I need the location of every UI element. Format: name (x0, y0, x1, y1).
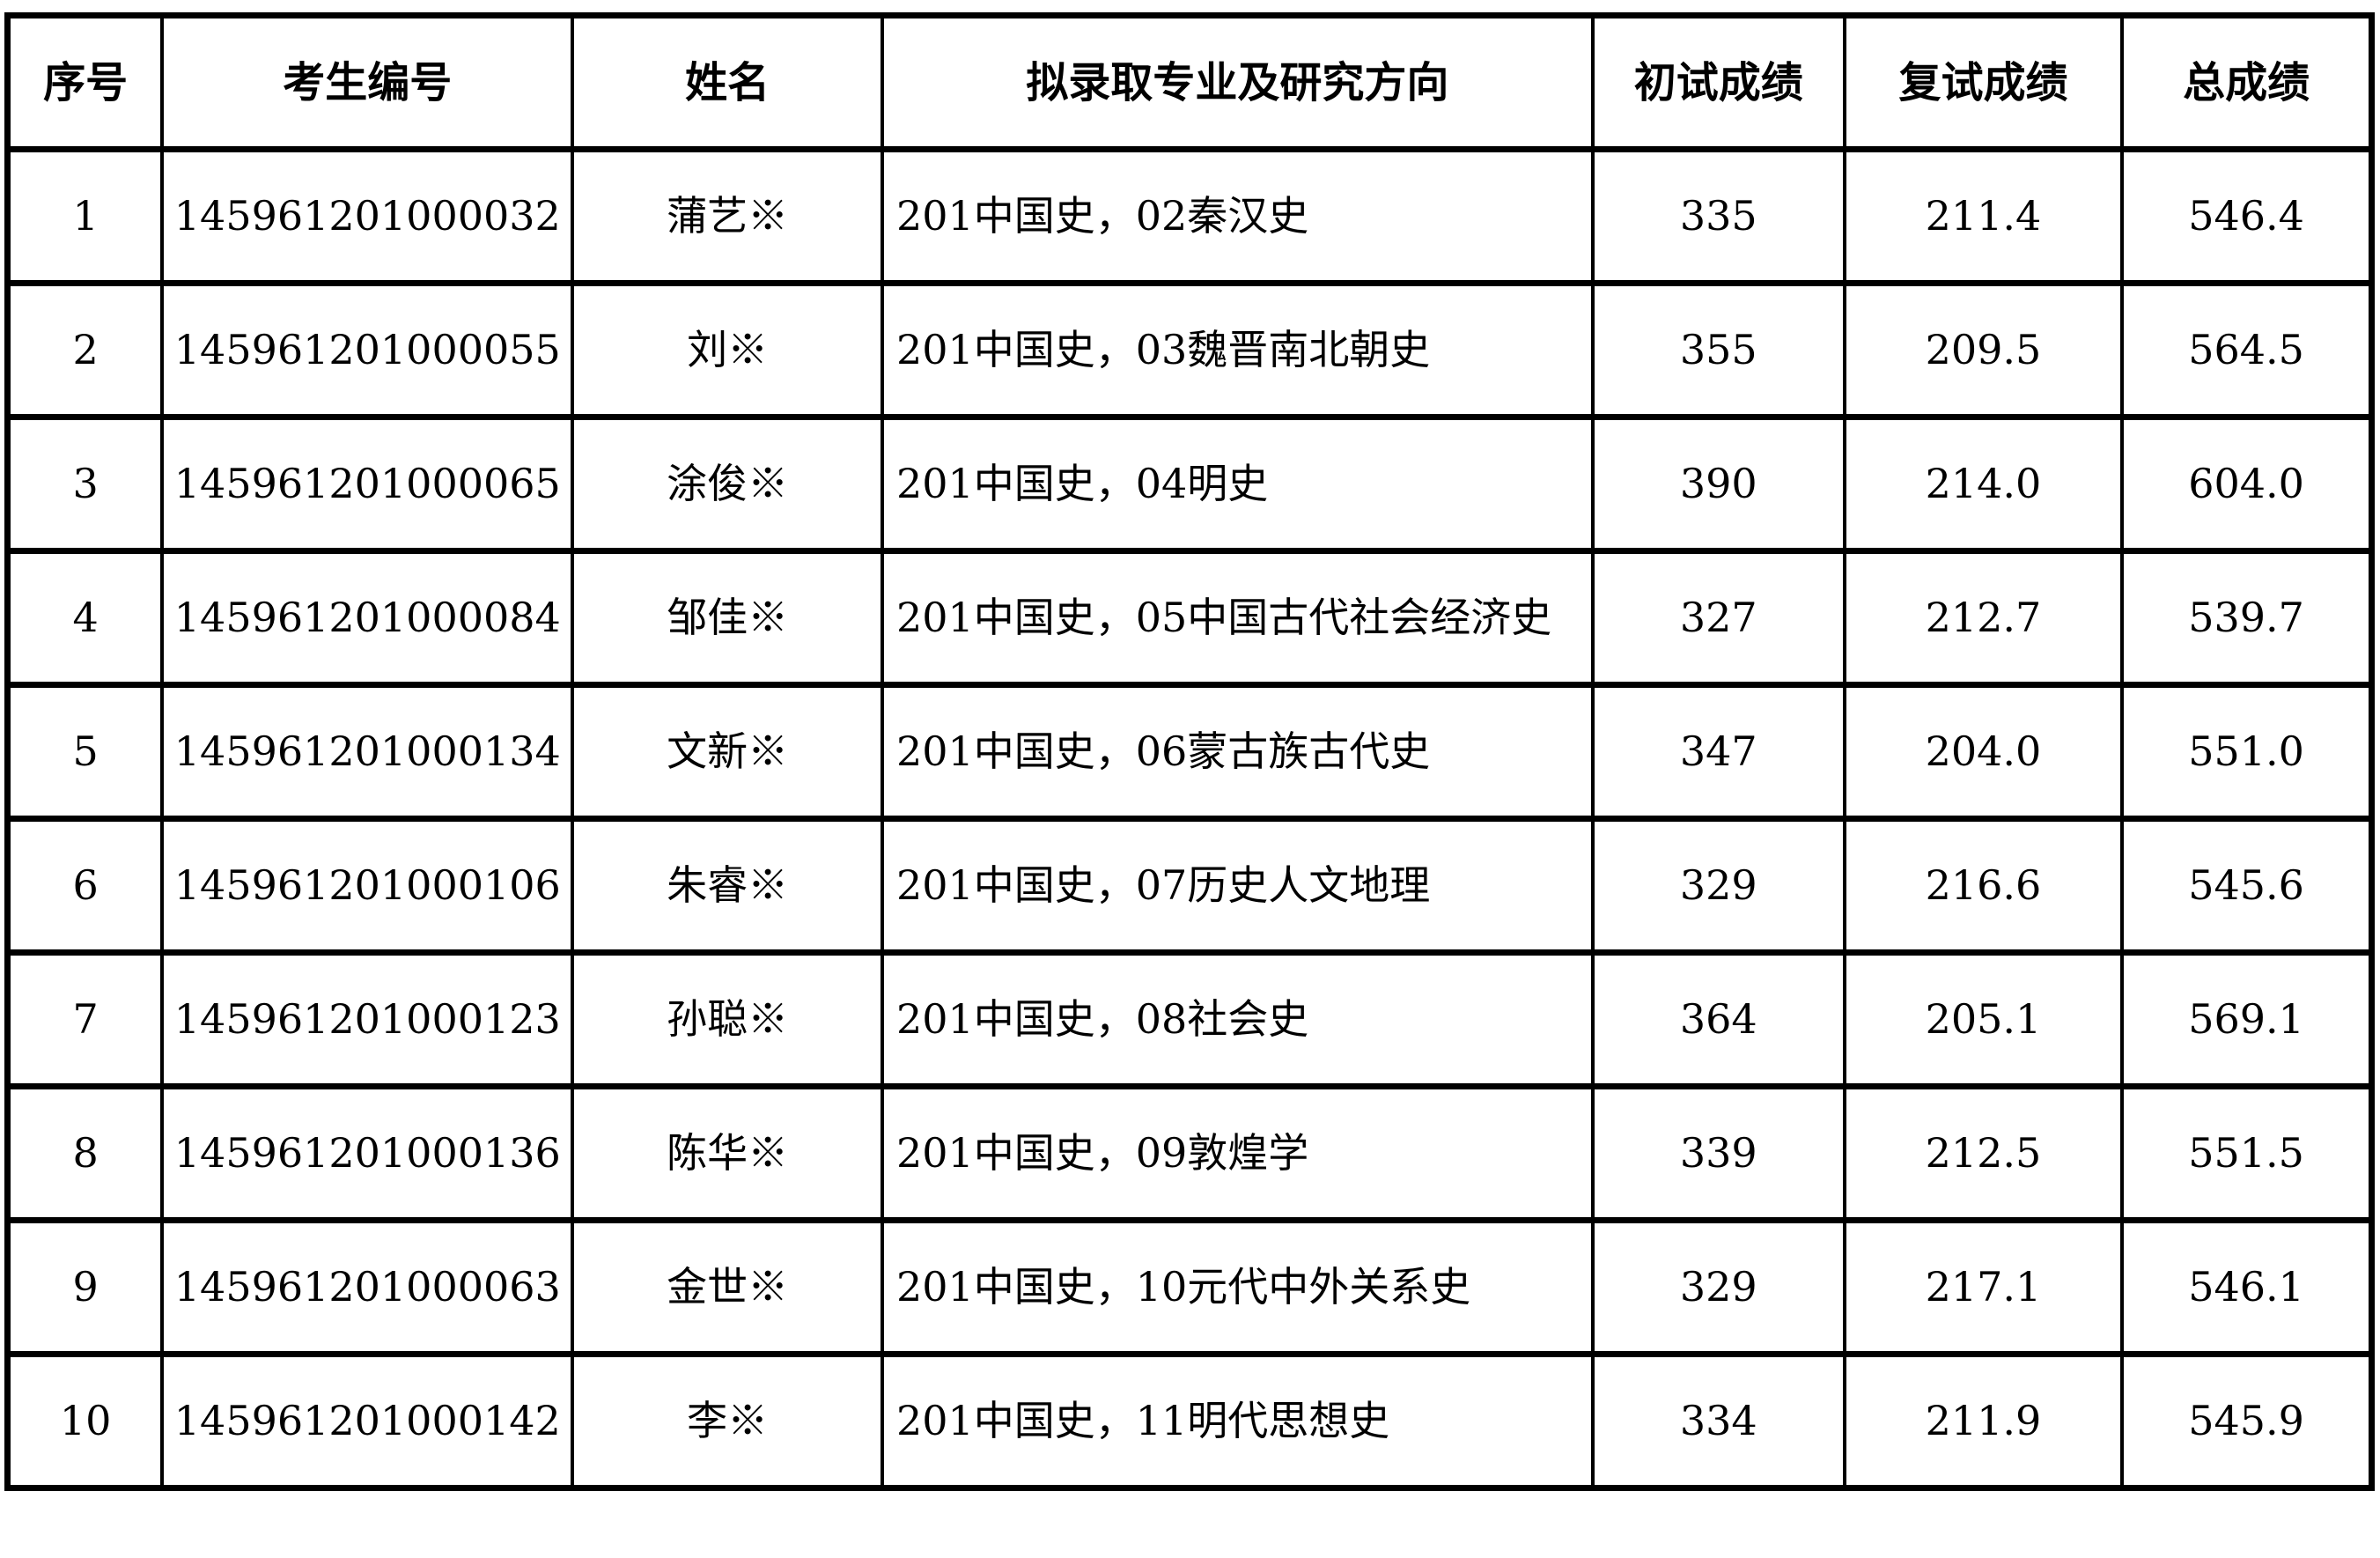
header-cell: 拟录取专业及研究方向 (880, 12, 1595, 152)
table-cell: 涂俊※ (571, 414, 884, 554)
table-cell: 201中国史，05中国古代社会经济史 (880, 548, 1595, 688)
table-cell: 205.1 (1842, 949, 2125, 1089)
table-cell: 216.6 (1842, 816, 2125, 956)
table-row: 5 145961201000134 文新※ 201中国史，06蒙古族古代史 347 204… (5, 682, 2374, 822)
table-cell: 145961201000084 (160, 548, 575, 688)
table-cell: 2 (5, 280, 165, 420)
table-cell: 4 (5, 548, 165, 688)
header-row: 序号 考生编号 姓名 拟录取专业及研究方向 初试成绩 复试成绩 总成绩 (5, 12, 2374, 152)
header-cell: 初试成绩 (1590, 12, 1846, 152)
table-row: 10 145961201000142 李※ 201中国史，11明代思想史 334 211.… (5, 1351, 2374, 1491)
table-cell: 201中国史，02秦汉史 (880, 146, 1595, 286)
header-cell: 总成绩 (2120, 12, 2374, 152)
table-cell: 539.7 (2120, 548, 2374, 688)
table-cell: 329 (1590, 1217, 1846, 1357)
table-cell: 蒲艺※ (571, 146, 884, 286)
table-cell: 546.4 (2120, 146, 2374, 286)
table-cell: 孙聪※ (571, 949, 884, 1089)
header-cell: 考生编号 (160, 12, 575, 152)
table-cell: 204.0 (1842, 682, 2125, 822)
table-cell: 陈华※ (571, 1083, 884, 1223)
table-cell: 211.9 (1842, 1351, 2125, 1491)
table-row: 9 145961201000063 金世※ 201中国史，10元代中外关系史 329 21… (5, 1217, 2374, 1357)
table-cell: 551.0 (2120, 682, 2374, 822)
table-cell: 5 (5, 682, 165, 822)
table-cell: 金世※ (571, 1217, 884, 1357)
table-row: 8 145961201000136 陈华※ 201中国史，09敦煌学 339 212.5 5… (5, 1083, 2374, 1223)
table-cell: 145961201000055 (160, 280, 575, 420)
table-cell: 212.7 (1842, 548, 2125, 688)
table-cell: 214.0 (1842, 414, 2125, 554)
table-cell: 145961201000134 (160, 682, 575, 822)
table-row: 1 145961201000032 蒲艺※ 201中国史，02秦汉史 335 211.4 5… (5, 146, 2374, 286)
table-body: 1 145961201000032 蒲艺※ 201中国史，02秦汉史 335 211.4 5… (5, 146, 2374, 1491)
table-cell: 390 (1590, 414, 1846, 554)
table-cell: 364 (1590, 949, 1846, 1089)
table-cell: 545.9 (2120, 1351, 2374, 1491)
table-cell: 212.5 (1842, 1083, 2125, 1223)
table-cell: 7 (5, 949, 165, 1089)
table-cell: 209.5 (1842, 280, 2125, 420)
table-row: 6 145961201000106 朱睿※ 201中国史，07历史人文地理 329 216… (5, 816, 2374, 956)
table-cell: 145961201000065 (160, 414, 575, 554)
table-cell: 3 (5, 414, 165, 554)
table-cell: 145961201000123 (160, 949, 575, 1089)
table-cell: 145961201000142 (160, 1351, 575, 1491)
table-cell: 201中国史，03魏晋南北朝史 (880, 280, 1595, 420)
table-cell: 邹佳※ (571, 548, 884, 688)
table-cell: 145961201000032 (160, 146, 575, 286)
table-cell: 334 (1590, 1351, 1846, 1491)
table-cell: 1 (5, 146, 165, 286)
table-cell: 145961201000106 (160, 816, 575, 956)
table-cell: 6 (5, 816, 165, 956)
table-cell: 564.5 (2120, 280, 2374, 420)
table-cell: 201中国史，08社会史 (880, 949, 1595, 1089)
table-row: 4 145961201000084 邹佳※ 201中国史，05中国古代社会经济史 327… (5, 548, 2374, 688)
table-cell: 201中国史，04明史 (880, 414, 1595, 554)
table-cell: 201中国史，10元代中外关系史 (880, 1217, 1595, 1357)
table-row: 2 145961201000055 刘※ 201中国史，03魏晋南北朝史 355 209.… (5, 280, 2374, 420)
table-row: 7 145961201000123 孙聪※ 201中国史，08社会史 364 205.1 5… (5, 949, 2374, 1089)
table-cell: 201中国史，07历史人文地理 (880, 816, 1595, 956)
header-cell: 复试成绩 (1842, 12, 2125, 152)
table-cell: 145961201000063 (160, 1217, 575, 1357)
table-cell: 145961201000136 (160, 1083, 575, 1223)
table-cell: 10 (5, 1351, 165, 1491)
table-cell: 8 (5, 1083, 165, 1223)
table-cell: 545.6 (2120, 816, 2374, 956)
table-cell: 604.0 (2120, 414, 2374, 554)
table-cell: 201中国史，06蒙古族古代史 (880, 682, 1595, 822)
table-cell: 201中国史，09敦煌学 (880, 1083, 1595, 1223)
table-cell: 546.1 (2120, 1217, 2374, 1357)
admission-results-table: 序号 考生编号 姓名 拟录取专业及研究方向 初试成绩 复试成绩 总成绩 1 145961201… (4, 12, 2375, 1491)
table-cell: 211.4 (1842, 146, 2125, 286)
table-cell: 347 (1590, 682, 1846, 822)
table-cell: 329 (1590, 816, 1846, 956)
table-cell: 刘※ (571, 280, 884, 420)
table-cell: 217.1 (1842, 1217, 2125, 1357)
table-cell: 文新※ (571, 682, 884, 822)
table-cell: 327 (1590, 548, 1846, 688)
table-cell: 335 (1590, 146, 1846, 286)
header-cell: 序号 (5, 12, 165, 152)
table-cell: 李※ (571, 1351, 884, 1491)
table-cell: 朱睿※ (571, 816, 884, 956)
table-cell: 201中国史，11明代思想史 (880, 1351, 1595, 1491)
table-cell: 339 (1590, 1083, 1846, 1223)
header-cell: 姓名 (571, 12, 884, 152)
table-row: 3 145961201000065 涂俊※ 201中国史，04明史 390 214.0 60… (5, 414, 2374, 554)
table-cell: 355 (1590, 280, 1846, 420)
table-cell: 551.5 (2120, 1083, 2374, 1223)
table-cell: 569.1 (2120, 949, 2374, 1089)
table-cell: 9 (5, 1217, 165, 1357)
